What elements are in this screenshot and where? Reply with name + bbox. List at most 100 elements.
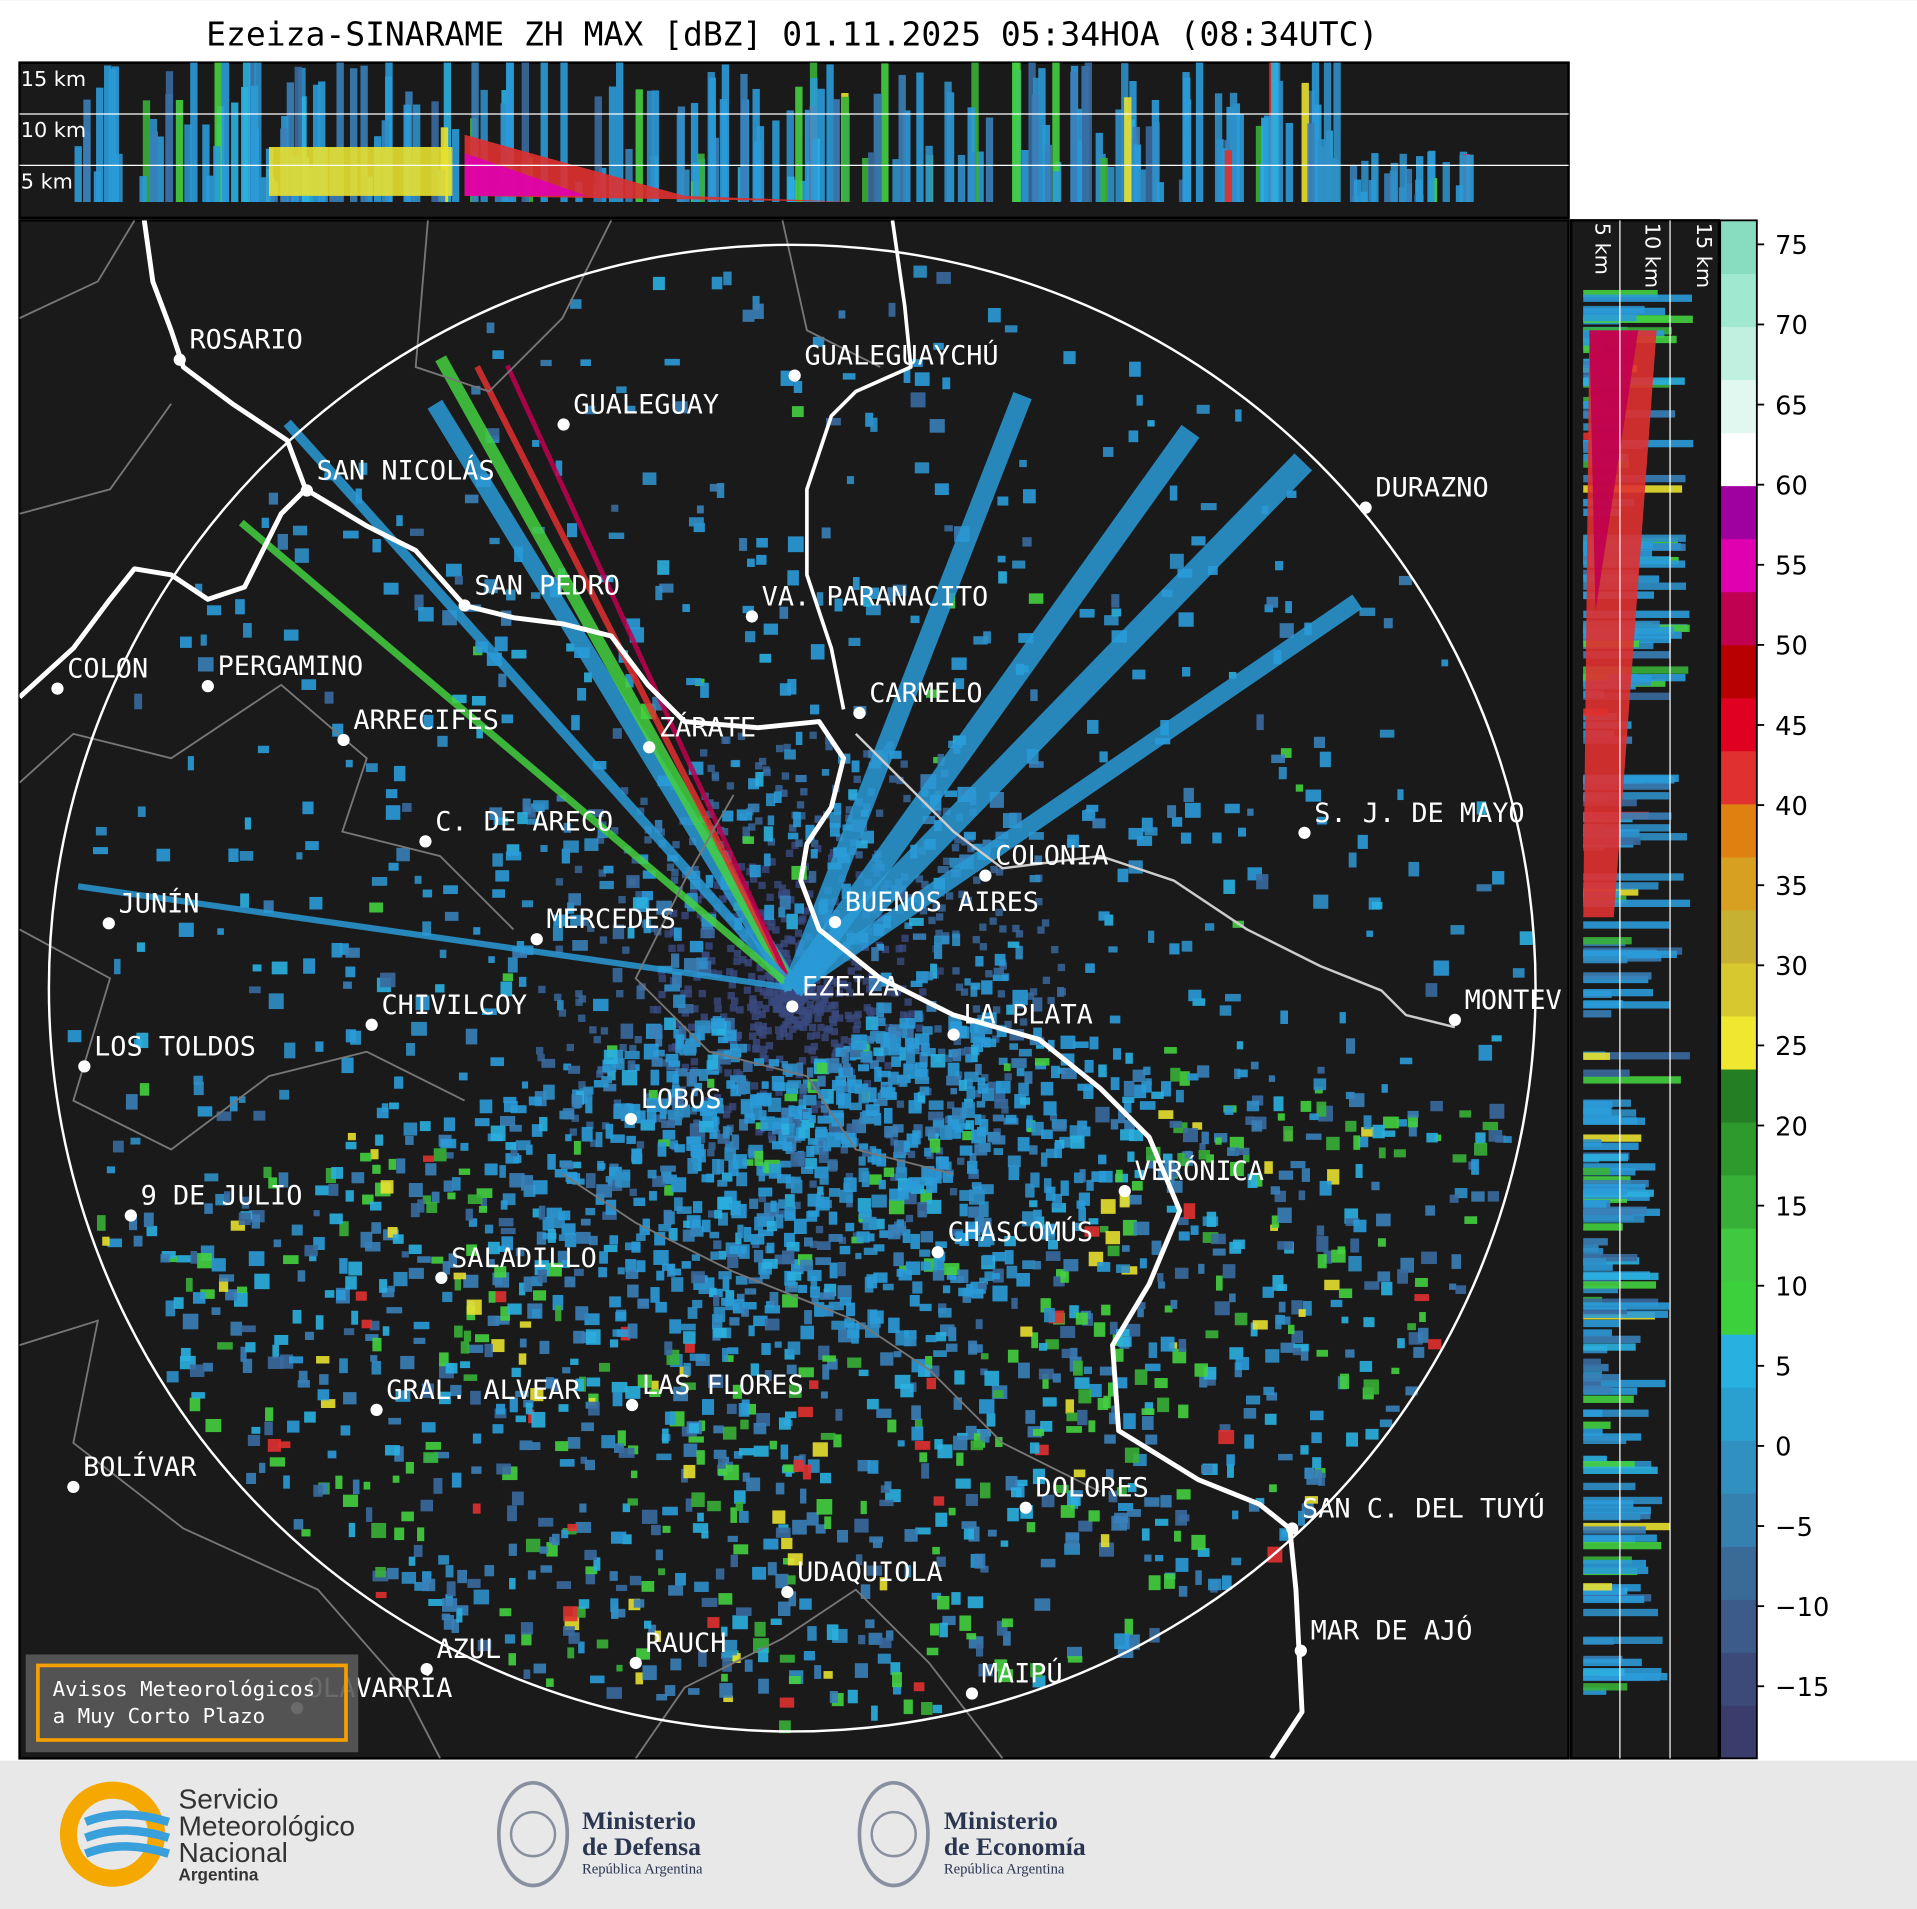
echo (197, 657, 214, 672)
echo (616, 62, 624, 203)
echo (204, 1173, 219, 1182)
echo (756, 964, 764, 972)
echo (855, 840, 868, 849)
echo (634, 1153, 643, 1164)
echo (1157, 1273, 1164, 1282)
echo (833, 1434, 842, 1448)
echo (787, 570, 799, 586)
echo (806, 1512, 819, 1526)
echo (365, 1334, 379, 1341)
echo (798, 1057, 807, 1065)
echo (1379, 1419, 1393, 1428)
echo (460, 1361, 471, 1369)
echo (715, 1568, 725, 1580)
echo (867, 1156, 876, 1163)
echo (707, 1210, 716, 1218)
echo (506, 844, 520, 856)
echo (1274, 1190, 1286, 1203)
echo (336, 62, 344, 203)
echo (1144, 1497, 1160, 1507)
echo (593, 1035, 601, 1044)
echo (786, 913, 798, 930)
echo-ray (783, 424, 1200, 995)
echo (1031, 1121, 1044, 1136)
echo (1381, 1084, 1388, 1093)
echo (689, 1069, 698, 1085)
echo (1449, 1283, 1457, 1290)
echo (929, 1623, 940, 1636)
echo (877, 1070, 891, 1078)
echo (1103, 447, 1114, 457)
echo (626, 405, 636, 413)
echo (1583, 921, 1670, 929)
height-label: 5 km (21, 170, 73, 194)
echo (810, 78, 818, 203)
echo (1583, 1500, 1634, 1508)
echo (889, 750, 902, 759)
echo (467, 1578, 481, 1588)
echo (971, 843, 983, 851)
echo (885, 1630, 894, 1641)
echo (304, 1331, 314, 1340)
echo (539, 1546, 549, 1554)
echo (298, 1370, 308, 1384)
warning-text[interactable]: a Muy Corto Plazo (53, 1704, 266, 1728)
echo (1069, 1305, 1079, 1319)
echo (1016, 1067, 1025, 1077)
echo (636, 1260, 646, 1273)
city-label: ARRECIFES (353, 705, 499, 736)
echo (1408, 1121, 1417, 1137)
echo (1583, 1153, 1629, 1162)
echo-ray (77, 883, 793, 992)
echo (959, 1232, 969, 1247)
echo (804, 1015, 813, 1024)
echo (993, 967, 1005, 975)
echo (603, 1083, 617, 1092)
echo (624, 1050, 640, 1060)
echo (750, 1363, 759, 1376)
echo-ray (783, 453, 1313, 997)
echo (1271, 1215, 1279, 1228)
echo (714, 1004, 722, 1013)
echo (995, 1436, 1003, 1448)
echo (1583, 1200, 1607, 1208)
echo (1149, 1628, 1160, 1643)
echo (744, 959, 752, 967)
city-dot (1286, 1522, 1299, 1535)
echo (826, 986, 834, 994)
echo (908, 359, 923, 367)
echo (167, 1255, 178, 1263)
echo (782, 1063, 798, 1076)
echo (743, 1061, 753, 1072)
warning-text[interactable]: Avisos Meteorológicos (53, 1677, 316, 1701)
echo (565, 1134, 572, 1142)
echo (414, 1581, 429, 1591)
echo (1191, 1534, 1206, 1550)
echo (83, 99, 91, 203)
echo (278, 1172, 289, 1188)
echo (720, 828, 729, 836)
echo (408, 1183, 423, 1198)
echo (712, 1158, 721, 1175)
echo (1583, 824, 1671, 832)
echo (865, 1006, 874, 1015)
echo (1169, 1120, 1182, 1128)
echo (1248, 1499, 1260, 1512)
echo (795, 839, 803, 847)
echo (283, 629, 299, 641)
echo (978, 1114, 986, 1123)
echo (795, 1006, 804, 1015)
echo (1219, 1424, 1231, 1433)
echo (345, 947, 360, 958)
warning-box[interactable] (25, 1654, 359, 1753)
echo (656, 900, 672, 915)
echo (1361, 1127, 1374, 1137)
echo (1171, 1164, 1181, 1178)
echo (860, 1584, 871, 1599)
echo (1037, 926, 1045, 934)
echo (1427, 151, 1435, 203)
city-dot (51, 682, 64, 695)
echo (784, 1194, 795, 1208)
echo (1152, 122, 1160, 203)
echo (717, 1196, 733, 1210)
